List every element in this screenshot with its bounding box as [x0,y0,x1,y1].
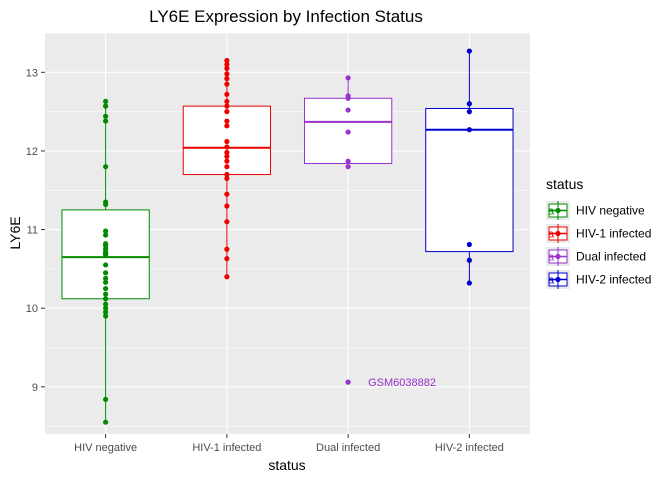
data-point [224,246,230,252]
y-tick-label: 11 [27,225,38,237]
legend-item: a HIV-2 infected [546,270,651,289]
legend-label: HIV-1 infected [576,227,651,241]
data-point [103,262,109,268]
data-point [103,396,109,403]
data-point [224,256,230,262]
legend-key-glyph: a [548,275,555,287]
data-point [224,103,230,109]
legend-label: HIV negative [576,204,645,218]
data-point [224,123,230,129]
legend-key-glyph: a [548,229,555,241]
data-point [103,252,109,258]
point-layer [103,48,472,425]
legend: status a HIV negative a HIV-1 infected a Dual… [546,176,651,289]
data-point [224,149,230,156]
legend-key-point [555,230,561,237]
data-point [466,101,472,107]
data-point [224,71,230,77]
outlier-label: GSM6038882 [368,377,436,389]
data-point [103,309,109,315]
data-point [103,113,109,119]
legend-title: status [546,176,583,192]
data-point [224,76,230,82]
data-point [224,203,230,209]
legend-key-point [555,253,561,260]
data-point [224,61,230,68]
data-point [103,291,109,297]
annotation-layer: GSM6038882 [368,377,436,389]
data-point [224,91,230,97]
y-axis: 9 10 11 12 13 [26,67,45,394]
data-point [224,153,230,160]
data-point [466,48,472,54]
y-tick-label: 12 [26,146,38,158]
data-point [345,75,351,81]
data-point [224,118,230,124]
data-point [103,270,109,276]
data-point [345,164,351,170]
data-point [103,279,109,285]
iqr-box [425,107,514,253]
legend-key-glyph: a [548,206,555,218]
x-tick-label: HIV negative [74,442,137,454]
data-point [466,127,472,133]
legend-label: HIV-2 infected [576,273,651,287]
data-point [103,419,109,425]
x-tick-label: HIV-2 infected [435,442,504,454]
data-point [224,138,230,145]
data-point [224,158,230,164]
y-tick-label: 10 [26,303,38,315]
data-point [103,201,109,208]
data-point [466,257,472,263]
data-point [345,95,351,101]
data-point [224,274,230,280]
legend-item: a Dual infected [546,247,646,266]
data-point [103,228,109,234]
x-tick-label: HIV-1 infected [192,442,261,454]
y-axis-title: LY6E [7,216,23,249]
x-axis: HIV negative HIV-1 infected Dual infected H… [74,434,504,454]
data-point [224,219,230,225]
data-point [103,98,109,105]
data-point [224,65,230,71]
data-point [103,232,109,238]
data-point [224,109,230,115]
data-point [103,118,109,124]
x-axis-title: status [268,457,305,473]
legend-key-glyph: a [548,252,555,264]
legend-key-point [555,276,561,283]
chart-title: LY6E Expression by Infection Status [149,7,423,26]
legend-key-point [555,207,561,214]
data-point [466,241,472,248]
data-point [103,305,109,311]
data-point [345,107,351,113]
data-point [224,175,230,182]
data-point [224,98,230,105]
data-point [103,103,109,109]
data-point [224,191,230,197]
data-point [224,164,230,170]
data-point [224,57,230,64]
y-tick-label: 13 [26,67,38,79]
data-point [103,313,109,319]
data-point [103,301,109,307]
data-point [466,109,472,115]
data-point [345,129,351,135]
legend-item: a HIV-1 infected [546,224,651,243]
data-point [345,379,351,385]
legend-label: Dual infected [576,250,646,264]
legend-item: a HIV negative [546,201,645,220]
data-point [103,164,109,170]
y-tick-label: 9 [32,382,38,394]
data-point [103,275,109,281]
data-point [103,285,109,292]
data-point [224,81,230,87]
data-point [103,296,109,302]
data-point [466,280,472,286]
data-point [345,158,351,164]
x-tick-label: Dual infected [316,442,380,454]
data-point [224,144,230,150]
data-point [224,171,230,178]
